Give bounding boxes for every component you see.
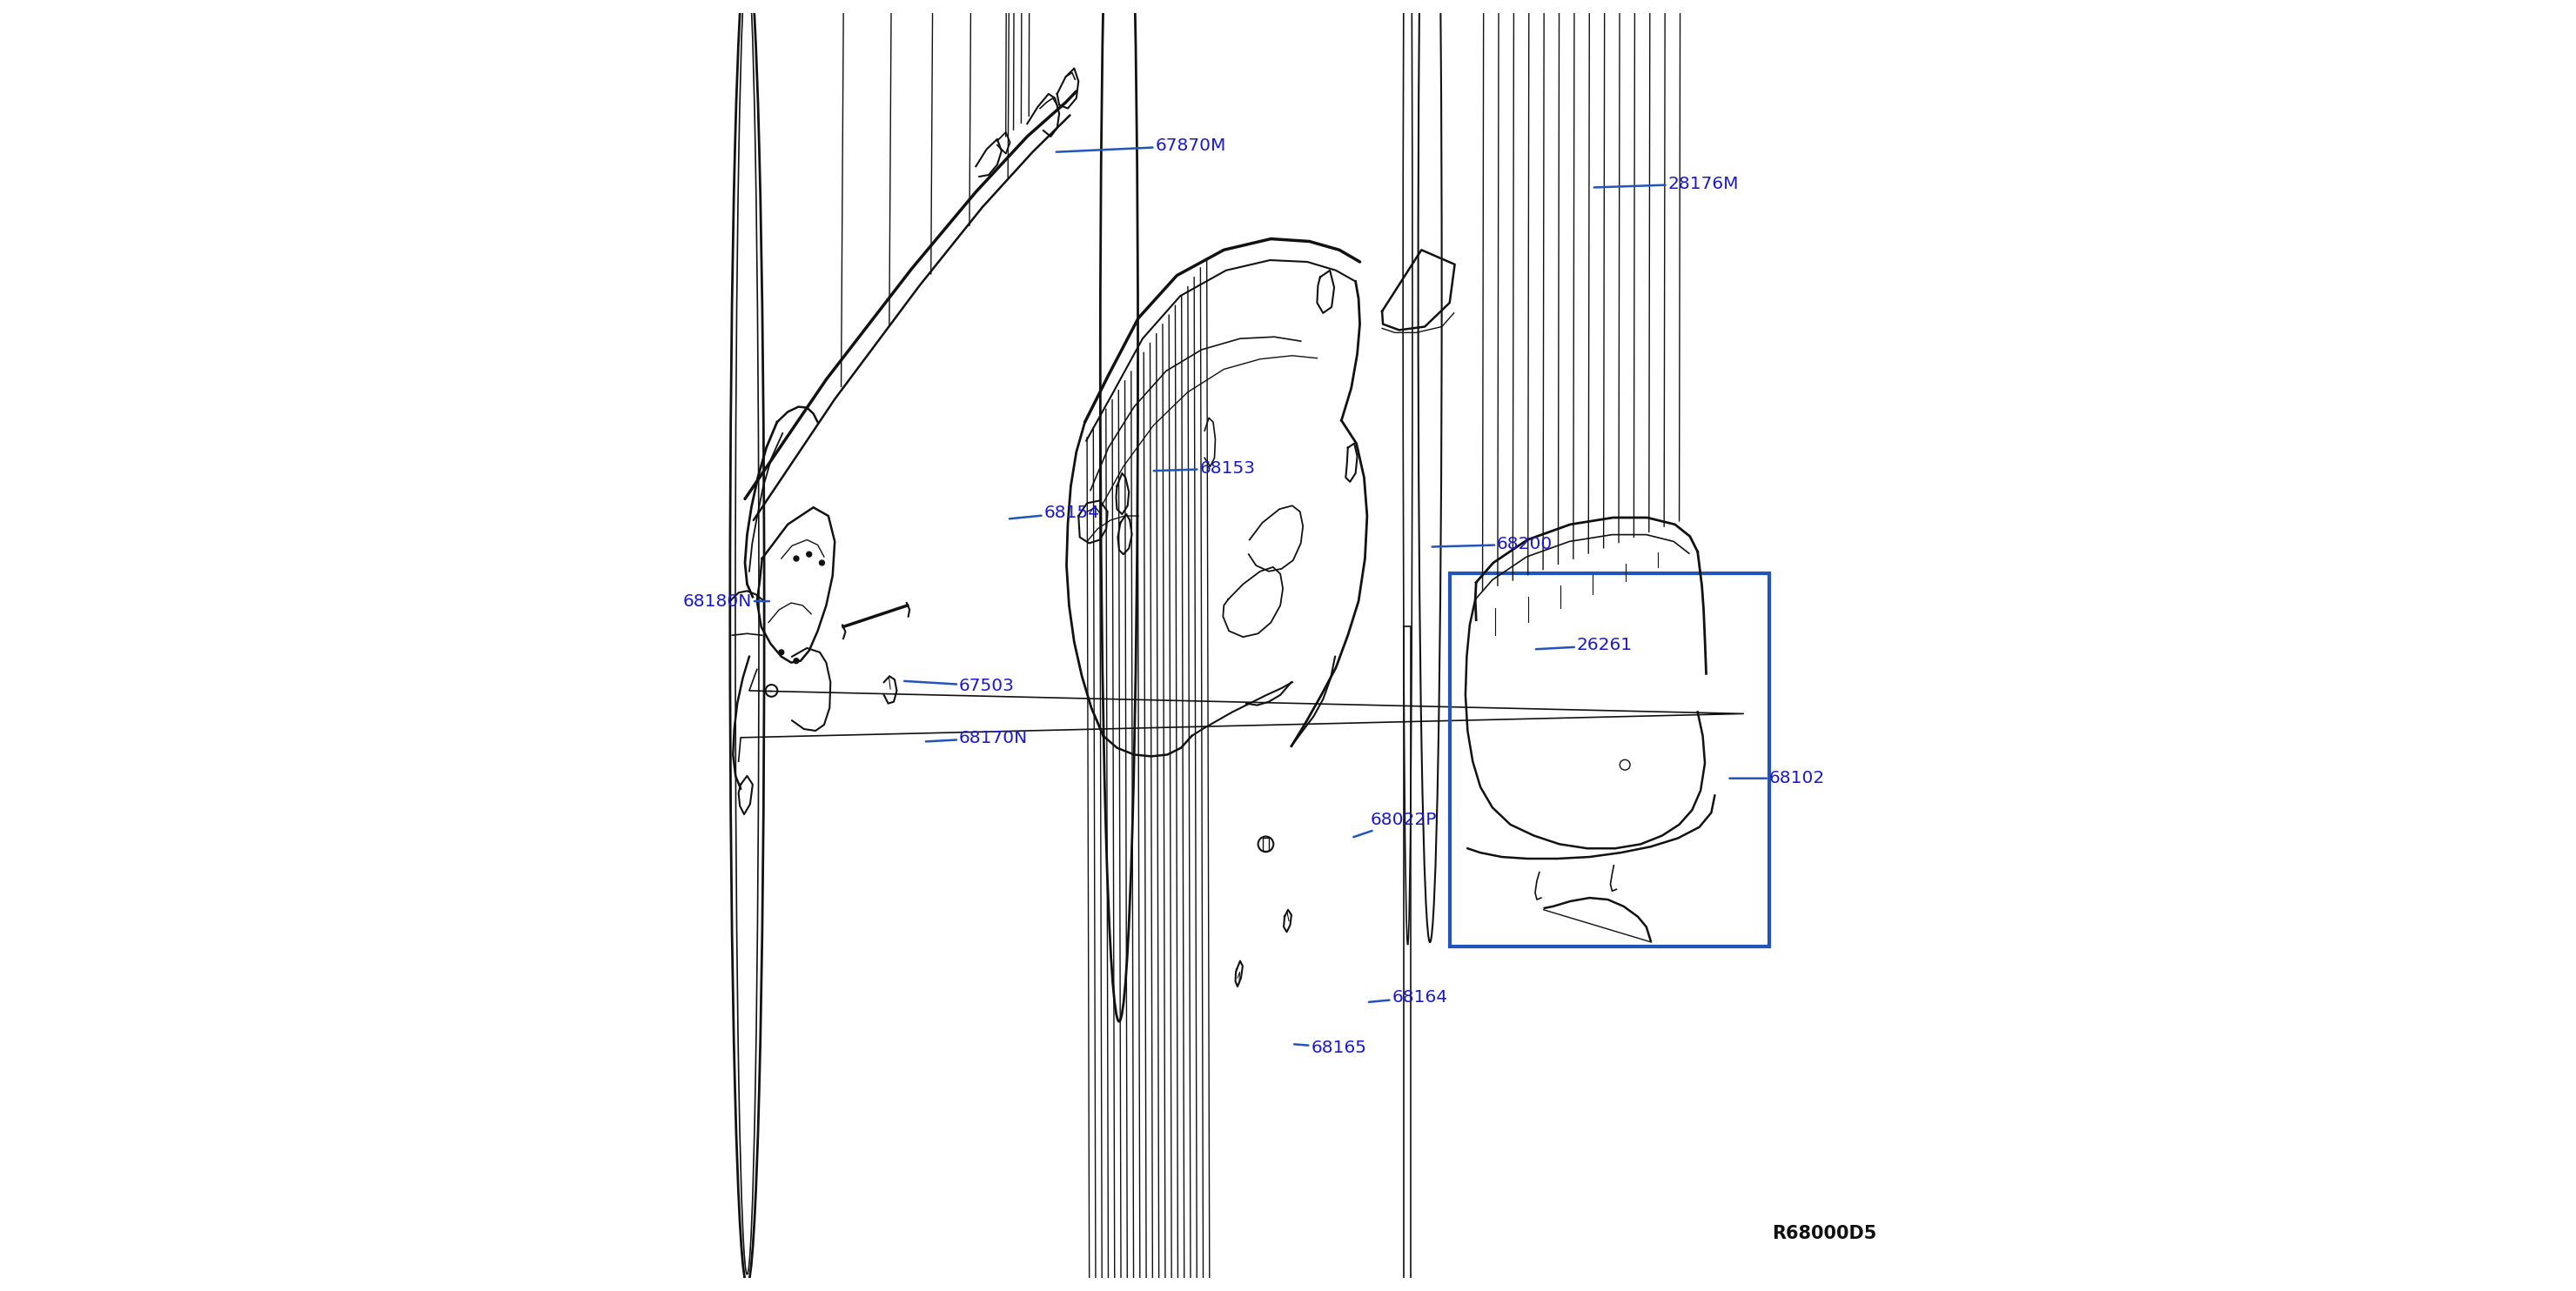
Circle shape (793, 556, 799, 562)
Text: 26261: 26261 (1535, 638, 1633, 653)
Text: 68022P: 68022P (1352, 812, 1437, 837)
Circle shape (806, 551, 811, 556)
Bar (1450, 573, 1770, 946)
Text: 68170N: 68170N (925, 729, 1028, 746)
Text: 68164: 68164 (1368, 989, 1448, 1006)
Text: 68200: 68200 (1432, 536, 1553, 553)
Text: 68154: 68154 (1010, 505, 1100, 522)
Text: 68180N: 68180N (683, 593, 770, 609)
Circle shape (819, 560, 824, 565)
Text: 68153: 68153 (1154, 460, 1255, 476)
Text: 67870M: 67870M (1056, 137, 1226, 154)
Text: 68102: 68102 (1728, 769, 1824, 786)
Circle shape (793, 658, 799, 664)
Text: R68000D5: R68000D5 (1772, 1225, 1875, 1243)
Text: 67503: 67503 (904, 678, 1015, 695)
Text: 68165: 68165 (1293, 1039, 1365, 1056)
Text: 28176M: 28176M (1595, 176, 1739, 192)
Circle shape (778, 649, 783, 655)
